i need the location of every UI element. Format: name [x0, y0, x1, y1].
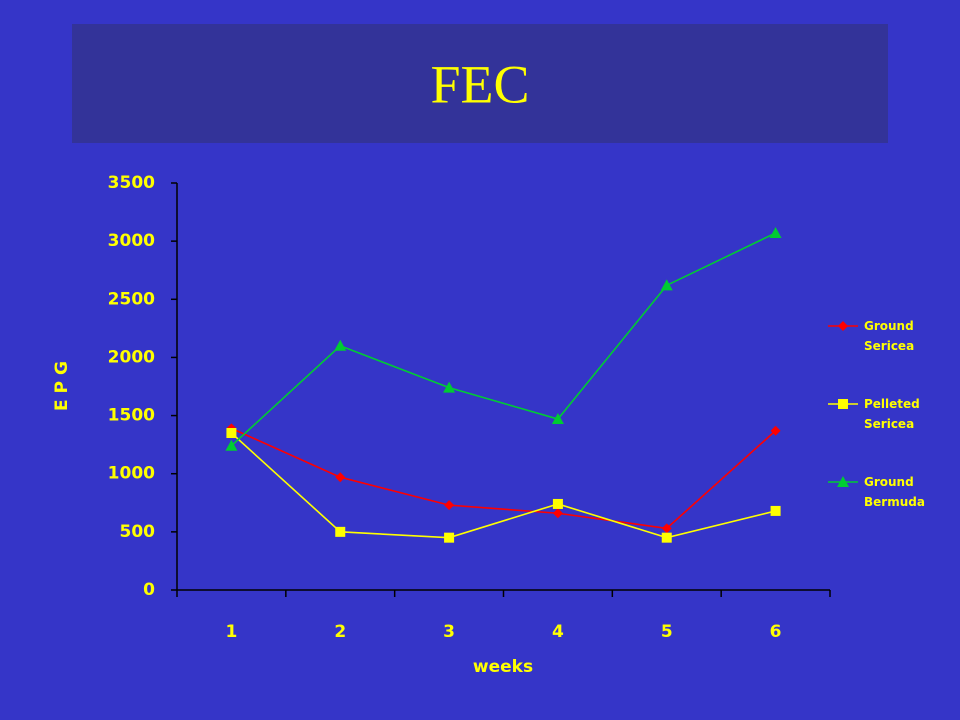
y-tick-label: 3500 [108, 173, 155, 193]
y-tick-label: 0 [143, 580, 155, 600]
x-tick-label: 1 [225, 622, 237, 642]
x-tick-label: 2 [334, 622, 346, 642]
point [769, 227, 782, 239]
y-axis-label: E P G [52, 361, 72, 411]
x-tick-label: 5 [661, 622, 673, 642]
point [444, 500, 455, 511]
legend-marker [838, 321, 848, 331]
point [552, 508, 563, 519]
point [335, 472, 346, 483]
y-tick-label: 2500 [108, 289, 155, 309]
legend-label: Pelleted Sericea [864, 397, 920, 431]
point [552, 498, 563, 509]
y-tick-label: 3000 [108, 231, 155, 251]
legend-label: Ground Bermuda [864, 475, 925, 509]
point [770, 505, 781, 516]
point [661, 523, 672, 534]
series-line [231, 427, 777, 530]
series-line [230, 232, 776, 447]
point [660, 279, 673, 291]
point [444, 532, 455, 543]
title-box [72, 24, 888, 143]
series-line [230, 432, 776, 539]
x-axis-label: weeks [473, 657, 533, 677]
point [225, 439, 238, 451]
legend-label: Ground Sericea [864, 319, 914, 353]
point [335, 526, 346, 537]
y-tick-label: 1500 [108, 406, 155, 426]
legend-marker [838, 399, 848, 409]
x-tick-label: 3 [443, 622, 455, 642]
point [551, 413, 564, 425]
x-tick-label: 4 [552, 622, 564, 642]
y-tick-label: 1000 [108, 464, 155, 484]
y-tick-label: 2000 [108, 347, 155, 367]
point [770, 425, 781, 436]
x-tick-label: 6 [770, 622, 782, 642]
point [443, 381, 456, 393]
y-tick-label: 500 [120, 522, 156, 542]
legend-marker [837, 476, 849, 487]
point [334, 339, 347, 351]
point [226, 428, 237, 439]
chart-title: FEC [430, 54, 529, 114]
point [661, 532, 672, 543]
